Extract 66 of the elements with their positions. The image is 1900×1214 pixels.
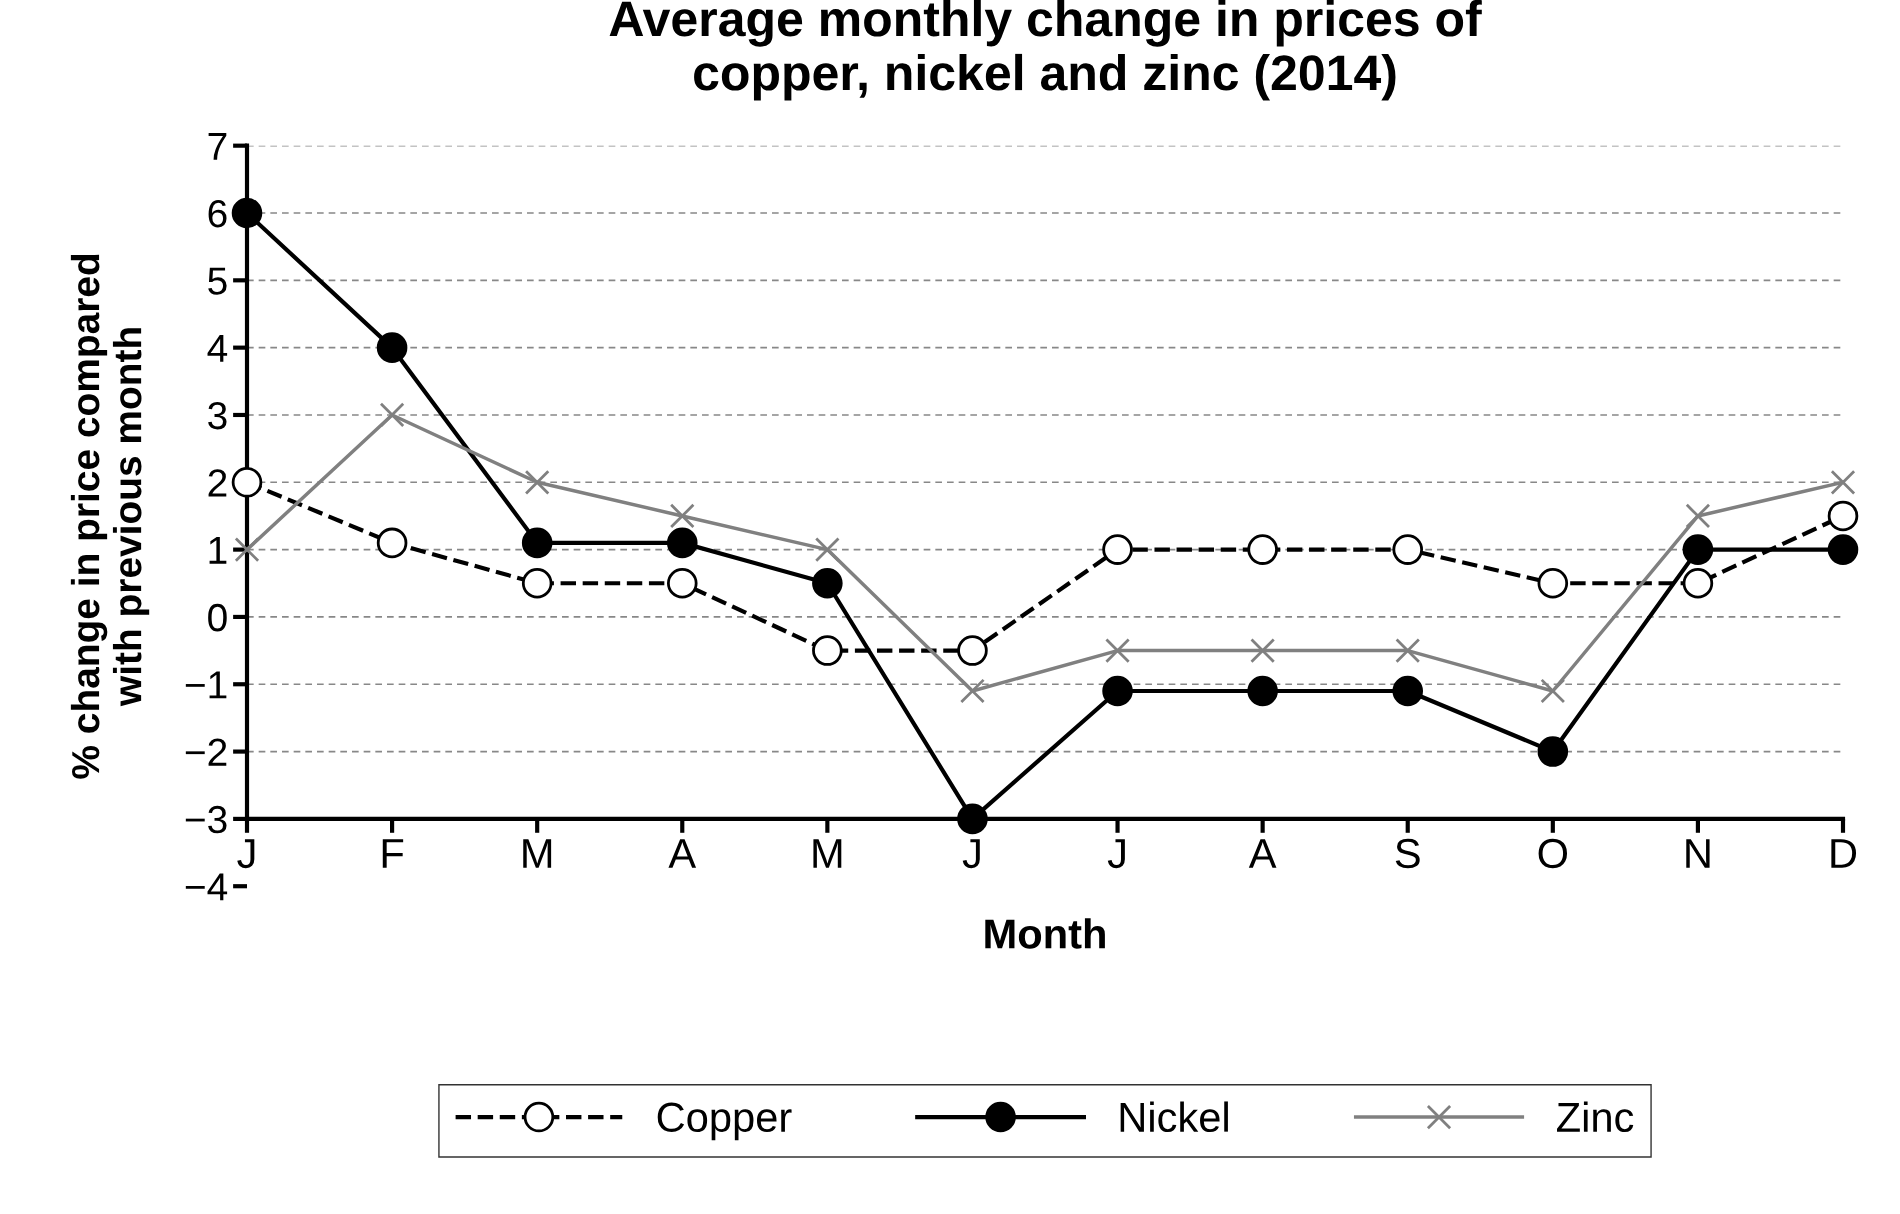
legend-label: Nickel [1120, 1101, 1228, 1133]
point [1392, 675, 1423, 707]
y-tick-label: −4 [185, 873, 228, 901]
y-tick-label: 2 [208, 469, 227, 497]
point [521, 527, 553, 559]
x-tick-label: A [668, 839, 697, 868]
y-tick-label: −3 [185, 805, 227, 834]
x-tick-label: M [523, 839, 552, 868]
point [1392, 534, 1423, 565]
point [1685, 503, 1711, 529]
point [957, 635, 988, 666]
point [1827, 500, 1859, 532]
x-tick-label: M [813, 839, 842, 868]
point [1682, 534, 1714, 565]
y-tick-label: −1 [185, 671, 227, 699]
legend-label: Copper [657, 1102, 792, 1141]
point [1247, 534, 1278, 565]
chart-title: Average monthly change in prices of copper, nickel and zinc (2014) [609, 0, 1482, 101]
point [1537, 736, 1569, 767]
x-tick-label: F [382, 839, 404, 868]
point [1102, 675, 1133, 707]
x-tick-label: S [1395, 838, 1420, 869]
point [379, 402, 405, 428]
y-tick-label: 6 [208, 199, 227, 228]
point [666, 567, 698, 599]
point [812, 635, 843, 666]
x-tick-label: D [1831, 839, 1857, 868]
y-tick-label: −2 [185, 738, 227, 766]
x-tick-label: N [1686, 839, 1710, 868]
y-tick-label: 4 [207, 334, 228, 362]
point [521, 567, 553, 599]
point [1250, 638, 1276, 664]
x-tick-label: J [237, 839, 255, 869]
point [957, 803, 988, 835]
point [1827, 534, 1859, 565]
point [231, 197, 263, 229]
point [1537, 567, 1569, 599]
y-tick-label: 7 [208, 133, 227, 160]
y-tick-label: 3 [208, 401, 227, 430]
point [1682, 567, 1714, 599]
x-tick-label: J [962, 839, 980, 869]
point [812, 567, 843, 599]
point [231, 467, 263, 498]
y-tick-label: 0 [208, 603, 227, 632]
x-tick-label: J [1107, 839, 1125, 869]
point [1102, 534, 1133, 565]
y-tick-label: 1 [209, 536, 227, 564]
point [814, 537, 840, 563]
y-axis-title: % change in price compared with previous month [70, 254, 150, 779]
point [1830, 469, 1856, 495]
point [376, 332, 408, 363]
point [1540, 678, 1566, 704]
x-tick-label: O [1538, 838, 1568, 869]
point [234, 537, 260, 563]
y-tick-label: 5 [208, 267, 227, 295]
point [959, 678, 985, 704]
x-tick-label: A [1248, 839, 1277, 868]
point [666, 527, 698, 559]
point [1247, 675, 1278, 707]
point [669, 503, 695, 529]
point [1105, 638, 1131, 664]
point [524, 469, 550, 495]
point [376, 527, 408, 559]
x-axis-title: Month [985, 918, 1105, 949]
point [1395, 638, 1421, 664]
legend-label: Zinc [1557, 1101, 1634, 1133]
